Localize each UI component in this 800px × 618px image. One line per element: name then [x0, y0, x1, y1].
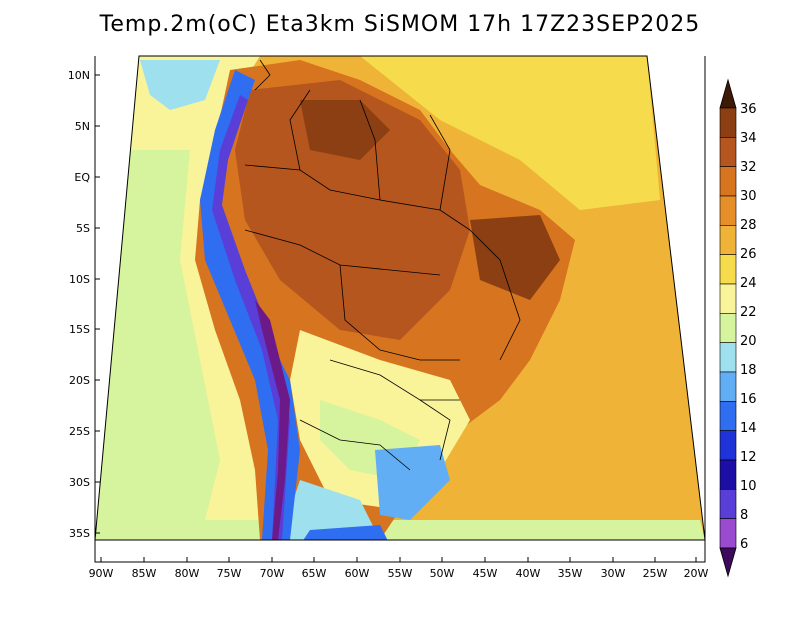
colorbar-swatch: [719, 342, 737, 373]
map-title: Temp.2m(oC) Eta3km SiSMOM 17h 17Z23SEP20…: [99, 12, 701, 37]
colorbar: 36 34 32 30 28 26 24 22 20 18 16 14 12 1…: [719, 78, 757, 578]
latitude-axis: 10N 5N EQ 5S 10S 15S 20S 25S 30S 35S: [68, 69, 100, 540]
colorbar-swatch: [719, 195, 737, 226]
arrow-down-icon: [719, 547, 737, 578]
colorbar-swatch: [719, 489, 737, 519]
lon-label: 30W: [601, 567, 626, 580]
political-boundaries: [244, 59, 521, 471]
lon-label: 20W: [684, 567, 709, 580]
lat-label: 10S: [69, 273, 90, 286]
lon-label: 25W: [643, 567, 668, 580]
colorbar-label: 36: [740, 102, 757, 117]
lon-label: 90W: [89, 567, 114, 580]
lat-label: 5S: [76, 222, 90, 235]
colorbar-label: 32: [740, 160, 757, 175]
lon-label: 75W: [217, 567, 242, 580]
lon-label: 85W: [132, 567, 157, 580]
colorbar-swatch: [719, 313, 737, 343]
longitude-axis: 90W 85W 80W 75W 70W 65W 60W 55W 50W 45W …: [89, 557, 709, 580]
colorbar-swatch: [719, 430, 737, 461]
lon-label: 70W: [260, 567, 285, 580]
lat-label: 25S: [69, 425, 90, 438]
lon-label: 65W: [302, 567, 327, 580]
arrow-up-icon: [719, 78, 737, 109]
colorbar-label: 26: [740, 247, 757, 262]
lon-label: 45W: [473, 567, 498, 580]
lon-label: 50W: [430, 567, 455, 580]
lat-label: 10N: [68, 69, 90, 82]
lon-label: 80W: [175, 567, 200, 580]
temperature-field: [95, 56, 705, 540]
colorbar-label: 20: [740, 334, 757, 349]
lon-label: 40W: [516, 567, 541, 580]
colorbar-swatch: [719, 283, 737, 314]
lat-label: 15S: [69, 323, 90, 336]
colorbar-label: 16: [740, 392, 757, 407]
colorbar-label: 12: [740, 450, 757, 465]
colorbar-swatch: [719, 518, 737, 549]
colorbar-label: 6: [740, 537, 748, 552]
colorbar-swatch: [719, 254, 737, 285]
colorbar-label: 34: [740, 131, 757, 146]
colorbar-label: 24: [740, 276, 757, 291]
lat-label: 35S: [69, 527, 90, 540]
colorbar-swatch: [719, 107, 737, 138]
colorbar-label: 22: [740, 305, 757, 320]
colorbar-swatch: [719, 401, 737, 431]
colorbar-label: 10: [740, 479, 757, 494]
colorbar-label: 8: [740, 508, 748, 523]
colorbar-label: 18: [740, 363, 757, 378]
lat-label: EQ: [74, 171, 90, 184]
lon-label: 60W: [345, 567, 370, 580]
colorbar-label: 14: [740, 421, 757, 436]
lon-label: 55W: [388, 567, 413, 580]
colorbar-label: 28: [740, 218, 757, 233]
lat-label: 20S: [69, 374, 90, 387]
lon-label: 35W: [558, 567, 583, 580]
colorbar-swatch: [719, 225, 737, 255]
colorbar-swatch: [719, 137, 737, 167]
colorbar-swatch: [719, 166, 737, 197]
colorbar-swatch: [719, 459, 737, 490]
lat-label: 30S: [69, 476, 90, 489]
colorbar-label: 30: [740, 189, 757, 204]
lat-label: 5N: [75, 120, 90, 133]
colorbar-swatch: [719, 371, 737, 402]
